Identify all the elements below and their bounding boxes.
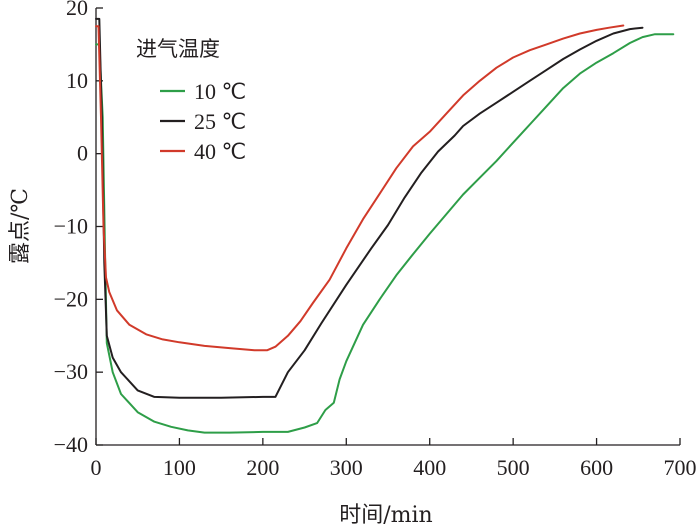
x-tick-label: 500 [497, 455, 530, 480]
x-tick-label: 600 [580, 455, 613, 480]
y-tick-label: 20 [66, 0, 88, 20]
x-tick-label: 700 [664, 455, 697, 480]
y-axis-label: 露点/℃ [8, 188, 33, 264]
legend-item-25c: 25 ℃ [160, 109, 246, 134]
legend-label-40c: 40 ℃ [194, 139, 246, 164]
series-line-10c [95, 33, 675, 434]
legend-title: 进气温度 [136, 37, 220, 61]
x-tick-label: 300 [330, 455, 363, 480]
x-tick-label: 100 [163, 455, 196, 480]
y-tick-label: 0 [77, 141, 88, 166]
y-tick-label: −30 [54, 359, 88, 384]
legend: 进气温度 10 ℃ 25 ℃ 40 ℃ [136, 37, 246, 164]
series-group [95, 17, 675, 434]
x-tick-label: 200 [246, 455, 279, 480]
y-tick-label: −40 [54, 432, 88, 457]
series-line-25c [95, 17, 644, 399]
legend-item-10c: 10 ℃ [160, 79, 246, 104]
series-line-40c [95, 24, 625, 352]
x-tick-label: 400 [413, 455, 446, 480]
legend-label-25c: 25 ℃ [194, 109, 246, 134]
y-tick-label: −20 [54, 286, 88, 311]
legend-label-10c: 10 ℃ [194, 79, 246, 104]
x-axis-label: 时间/min [339, 503, 432, 528]
x-tick-label: 0 [91, 455, 102, 480]
legend-item-40c: 40 ℃ [160, 139, 246, 164]
y-ticks: −40 −30 −20 −10 0 10 20 [54, 0, 103, 457]
y-tick-label: −10 [54, 214, 88, 239]
y-tick-label: 10 [66, 68, 88, 93]
x-ticks: 0 100 200 300 400 500 600 700 [91, 438, 697, 480]
